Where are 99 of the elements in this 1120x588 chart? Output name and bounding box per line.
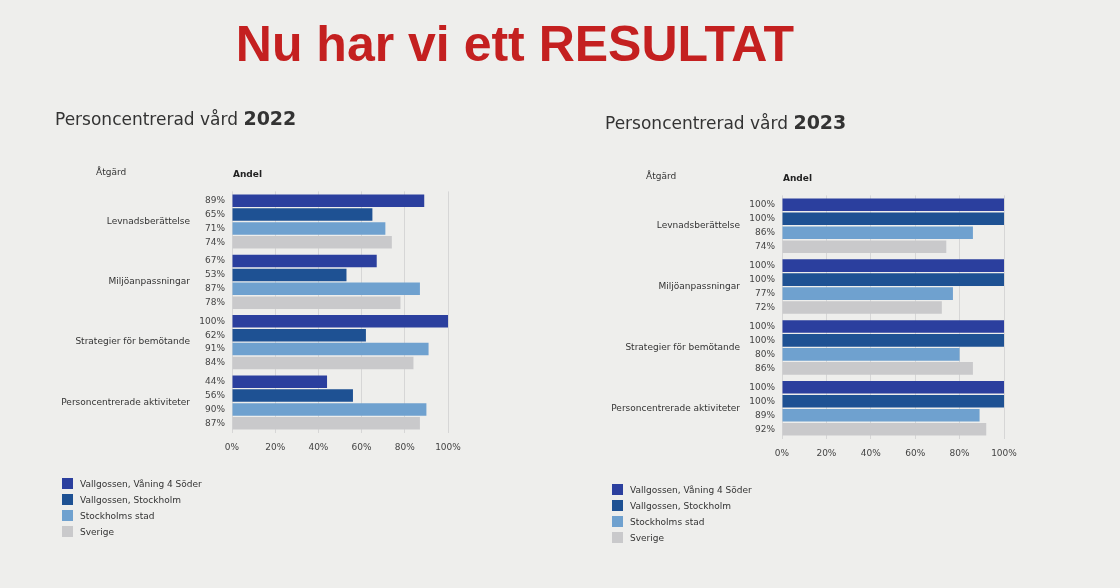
data-label: 86% xyxy=(754,362,776,373)
data-label: 100% xyxy=(749,320,776,331)
x-tick-label: 0% xyxy=(224,442,240,453)
legend-label: Vallgossen, Våning 4 Söder xyxy=(80,478,202,489)
data-label: 71% xyxy=(204,222,226,233)
bar xyxy=(782,348,960,361)
data-label: 67% xyxy=(204,255,226,266)
bar xyxy=(232,268,347,282)
data-label: 56% xyxy=(204,389,226,400)
bar xyxy=(782,394,1004,408)
data-label: 84% xyxy=(204,357,226,368)
y-tick-label: Strategier för bemötande xyxy=(75,336,191,347)
text: Nu har vi ett RESULTAT xyxy=(234,15,796,74)
data-label: 89% xyxy=(204,195,226,206)
data-label: 77% xyxy=(754,287,776,298)
bar xyxy=(232,342,429,356)
bar xyxy=(232,194,425,207)
data-label: 100% xyxy=(199,315,226,326)
bar xyxy=(782,226,973,240)
x-tick-label: 20% xyxy=(816,448,837,459)
data-label: 100% xyxy=(749,381,776,392)
data-label: 62% xyxy=(204,329,226,340)
bar xyxy=(232,417,420,430)
x-tick-label: 80% xyxy=(394,442,416,453)
data-label: 72% xyxy=(754,301,776,312)
bar xyxy=(782,380,1004,394)
y-tick-label: Levnadsberättelse xyxy=(656,220,741,231)
data-label: 100% xyxy=(749,273,776,284)
chart-title: Personcentrerad vård 2022 xyxy=(55,107,297,129)
data-label: 90% xyxy=(204,403,226,414)
data-label: 92% xyxy=(754,423,776,434)
bar xyxy=(232,208,373,221)
bar xyxy=(232,222,386,235)
y-tick-label: Miljöanpassningar xyxy=(658,280,741,291)
x-tick-label: 40% xyxy=(308,442,329,453)
x-tick-label: 0% xyxy=(774,448,790,459)
x-tick-label: 20% xyxy=(265,442,286,453)
y-axis-title: Åtgärd xyxy=(96,166,127,178)
bar xyxy=(232,315,448,328)
data-label: 100% xyxy=(749,213,776,224)
data-label: 100% xyxy=(749,334,776,345)
bar xyxy=(782,320,1004,333)
x-tick-label: 80% xyxy=(949,448,971,459)
legend-label: Sverige xyxy=(80,526,115,537)
y-tick-label: Levnadsberättelse xyxy=(106,215,191,226)
bar xyxy=(232,356,414,370)
legend-label: Vallgossen, Stockholm xyxy=(630,500,731,511)
y-tick-label: Strategier för bemötande xyxy=(625,341,741,352)
x-axis-title: Andel xyxy=(783,173,813,184)
bar xyxy=(782,422,987,436)
data-label: 91% xyxy=(204,343,226,354)
legend-label: Vallgossen, Våning 4 Söder xyxy=(630,484,752,495)
data-label: 74% xyxy=(754,241,776,252)
bar xyxy=(232,254,377,268)
bar xyxy=(782,198,1004,212)
data-label: 86% xyxy=(754,227,776,238)
data-label: 87% xyxy=(204,283,226,294)
bar xyxy=(232,389,353,402)
bar xyxy=(782,334,1004,347)
data-label: 53% xyxy=(204,269,226,280)
x-tick-label: 100% xyxy=(991,448,1018,459)
bar xyxy=(232,328,366,342)
legend-label: Sverige xyxy=(630,532,665,543)
chart-title: Personcentrerad vård 2023 xyxy=(605,111,847,133)
x-tick-label: 40% xyxy=(860,448,882,459)
bar xyxy=(782,301,942,314)
legend-label: Vallgossen, Stockholm xyxy=(80,494,181,505)
bar xyxy=(782,259,1004,272)
data-label: 87% xyxy=(204,417,226,428)
data-label: 74% xyxy=(204,236,226,247)
data-label: 78% xyxy=(204,297,226,307)
bar xyxy=(232,375,328,388)
data-label: 89% xyxy=(754,409,776,420)
y-tick-label: Miljöanpassningar xyxy=(108,276,191,287)
bar xyxy=(782,362,973,375)
data-label: 100% xyxy=(749,259,776,270)
bar xyxy=(232,296,401,309)
bar xyxy=(232,282,420,296)
x-tick-label: 60% xyxy=(905,448,926,459)
y-tick-label: Personcentrerade aktiviteter xyxy=(611,402,741,413)
bar xyxy=(232,403,427,416)
bar xyxy=(232,236,392,249)
data-label: 100% xyxy=(749,395,776,406)
legend-label: Stockholms stad xyxy=(80,510,155,521)
data-label: 100% xyxy=(749,199,776,210)
bar xyxy=(782,287,953,300)
bar xyxy=(782,240,947,254)
y-axis-title: Åtgärd xyxy=(646,170,677,182)
bar xyxy=(782,212,1004,226)
x-tick-label: 100% xyxy=(435,442,462,453)
bar xyxy=(782,408,980,422)
bar xyxy=(782,273,1004,286)
y-tick-label: Personcentrerade aktiviteter xyxy=(61,396,191,407)
x-axis-title: Andel xyxy=(233,169,263,180)
data-label: 65% xyxy=(204,208,226,219)
legend-label: Stockholms stad xyxy=(630,516,705,527)
data-label: 80% xyxy=(754,348,776,359)
x-tick-label: 60% xyxy=(351,442,373,453)
data-label: 44% xyxy=(204,375,226,386)
